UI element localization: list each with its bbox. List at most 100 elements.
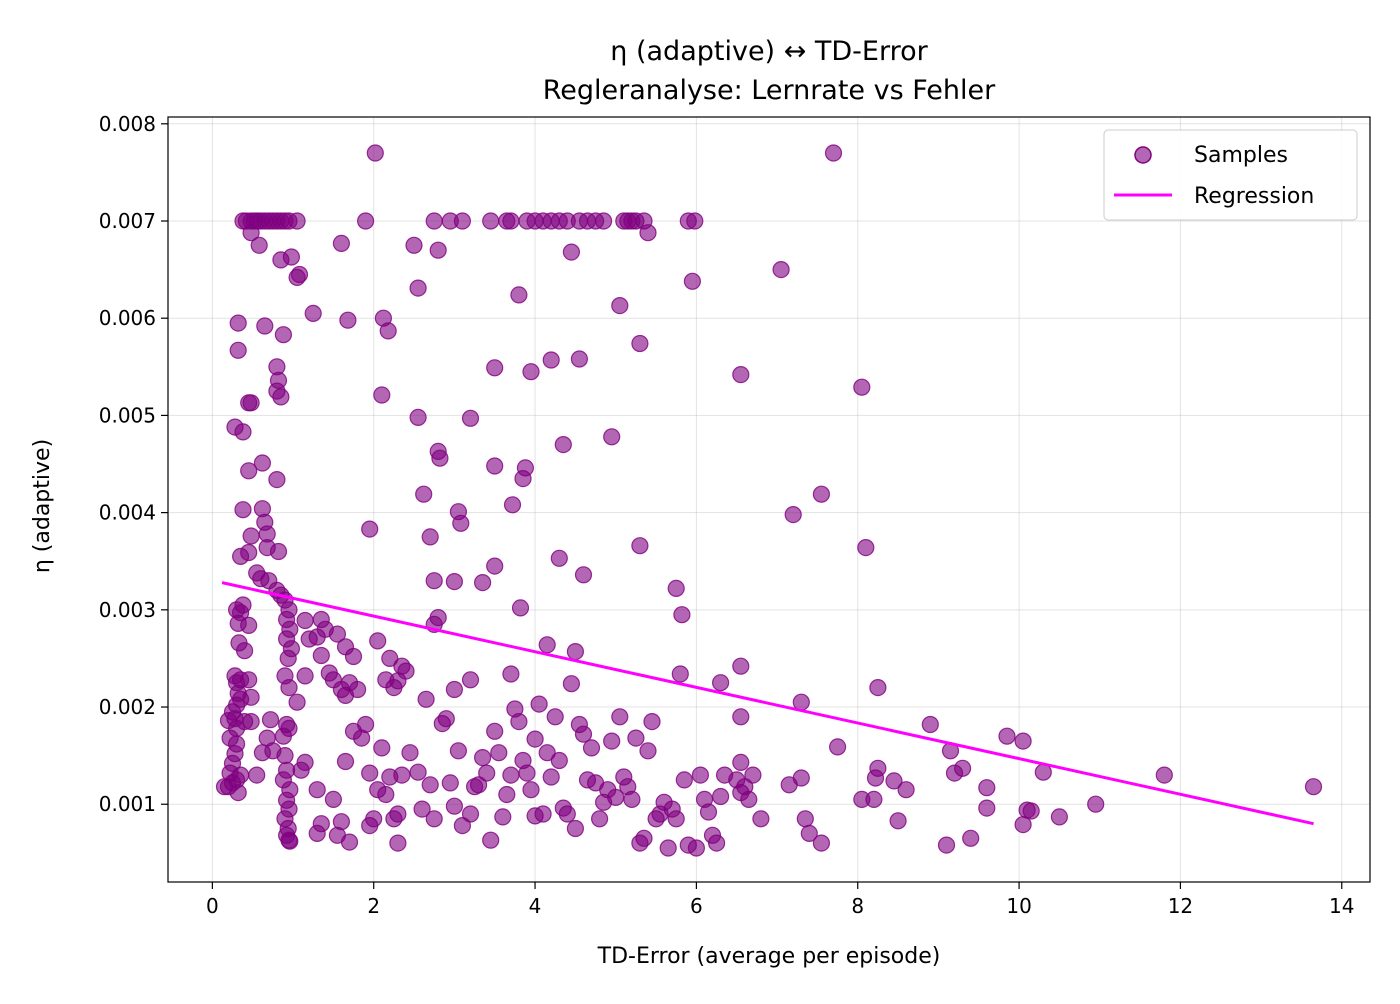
- sample-point: [800, 824, 818, 843]
- sample-point: [308, 781, 326, 799]
- sample-point: [240, 616, 258, 635]
- sample-point: [869, 759, 887, 777]
- sample-point: [603, 428, 621, 446]
- sample-point: [397, 662, 415, 680]
- sample-point: [526, 730, 544, 748]
- sample-point: [281, 832, 299, 850]
- sample-point: [381, 649, 399, 668]
- sample-point: [623, 790, 641, 809]
- sample-point: [796, 810, 814, 828]
- sample-point: [242, 688, 260, 706]
- sample-point: [379, 322, 397, 340]
- sample-point: [570, 350, 589, 368]
- sample-point: [953, 759, 972, 777]
- x-tick-label: 8: [851, 894, 864, 918]
- sample-point: [885, 772, 903, 790]
- sample-point: [627, 729, 645, 747]
- sample-point: [538, 744, 556, 762]
- sample-point: [711, 787, 730, 806]
- sample-point: [482, 831, 500, 849]
- sample-point: [234, 501, 252, 519]
- sample-point: [687, 839, 706, 857]
- sample-point: [409, 279, 427, 297]
- sample-point: [242, 712, 260, 731]
- sample-point: [288, 212, 306, 230]
- sample-point: [998, 727, 1016, 745]
- sample-point: [889, 812, 907, 830]
- sample-point: [373, 386, 391, 404]
- sample-point: [542, 351, 560, 369]
- sample-point: [686, 212, 704, 230]
- legend-box: [1103, 129, 1358, 221]
- y-tick-label: 0.002: [99, 695, 156, 719]
- sample-point: [256, 317, 274, 335]
- sample-point: [1087, 795, 1105, 813]
- sample-point: [1155, 766, 1173, 784]
- sample-point: [812, 834, 831, 852]
- sample-point: [282, 248, 300, 266]
- sample-point: [340, 833, 359, 851]
- sample-point: [490, 744, 508, 762]
- sample-point: [425, 212, 443, 230]
- chart-subtitle: Regleranalyse: Lernrate vs Fehler: [543, 75, 996, 106]
- sample-point: [268, 471, 286, 489]
- chart-title: η (adaptive) ↔ TD-Error: [610, 36, 928, 67]
- sample-point: [631, 334, 649, 353]
- sample-point: [413, 800, 431, 818]
- sample-point: [812, 485, 831, 503]
- sample-point: [978, 779, 996, 797]
- x-tick-label: 6: [690, 894, 703, 918]
- sample-point: [514, 470, 532, 488]
- sample-point: [574, 725, 593, 743]
- x-tick-label: 10: [1006, 894, 1031, 918]
- sample-point: [272, 388, 290, 406]
- sample-point: [357, 212, 375, 230]
- sample-point: [611, 297, 629, 315]
- sample-point: [304, 304, 322, 322]
- sample-point: [554, 436, 572, 454]
- sample-point: [280, 678, 298, 697]
- sample-point: [274, 326, 292, 344]
- sample-point: [502, 212, 520, 230]
- sample-point: [673, 606, 691, 624]
- plot-area-frame: [167, 116, 1371, 883]
- sample-point: [530, 695, 548, 713]
- sample-point: [639, 224, 657, 242]
- sample-point: [261, 711, 280, 729]
- sample-point: [707, 834, 726, 852]
- sample-point: [324, 790, 342, 809]
- legend-samples-label: Samples: [1194, 143, 1288, 168]
- y-tick-label: 0.008: [99, 112, 156, 136]
- sample-point: [502, 766, 520, 784]
- sample-point: [361, 520, 379, 538]
- y-tick-label: 0.004: [99, 501, 156, 525]
- sample-point: [417, 690, 435, 708]
- y-tick-label: 0.001: [99, 792, 156, 816]
- sample-point: [339, 311, 357, 329]
- sample-point: [229, 341, 247, 359]
- sample-point: [740, 790, 758, 809]
- sample-point: [865, 790, 883, 809]
- sample-point: [377, 785, 395, 804]
- sample-point: [562, 675, 581, 693]
- sample-point: [857, 538, 875, 557]
- sample-point: [296, 667, 314, 685]
- sample-point: [240, 543, 258, 562]
- plot-marks: [215, 144, 1323, 857]
- sample-point: [453, 212, 471, 230]
- sample-point: [482, 212, 500, 230]
- sample-point: [792, 769, 810, 787]
- sample-point: [671, 665, 689, 683]
- sample-point: [502, 665, 520, 683]
- sample-point: [461, 671, 480, 689]
- sample-point: [635, 829, 653, 847]
- y-axis-label: η (adaptive): [30, 439, 55, 573]
- sample-point: [494, 808, 512, 826]
- sample-point: [290, 265, 309, 284]
- sample-point: [240, 671, 258, 689]
- sample-point: [534, 805, 552, 823]
- sample-point: [667, 579, 685, 598]
- sample-point: [349, 680, 367, 699]
- sample-point: [232, 766, 250, 784]
- sample-point: [486, 457, 504, 475]
